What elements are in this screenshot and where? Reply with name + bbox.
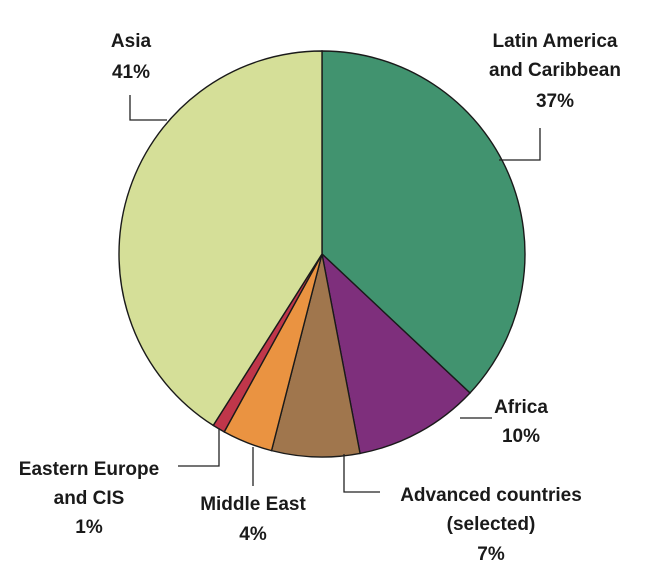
slice-name-label-3-0: Middle East: [200, 494, 306, 515]
slice-name-label-0-0: Latin America: [493, 31, 618, 52]
slice-name-label-2-1: (selected): [447, 514, 536, 535]
slice-labels: Latin America and Caribbean 37% Africa 10% Ad…: [19, 31, 621, 565]
slice-name-label-0-1: and Caribbean: [489, 60, 621, 81]
pie-slices: [118, 50, 526, 458]
slice-name-label-5-0: Asia: [111, 31, 152, 52]
slice-name-label-2-0: Advanced countries: [400, 485, 582, 506]
slice-name-label-4-0: Eastern Europe: [19, 459, 159, 480]
slice-name-label-1-0: Africa: [494, 397, 548, 418]
slice-value-label-2: 7%: [477, 544, 505, 565]
slice-value-label-4: 1%: [75, 517, 103, 538]
leader-line-4: [178, 428, 220, 467]
leader-lines: [129, 95, 541, 493]
leader-line-2: [343, 454, 380, 493]
leader-line-0: [499, 128, 541, 161]
slice-name-label-4-1: and CIS: [54, 488, 125, 509]
pie-slice-0: [321, 50, 526, 394]
slice-value-label-3: 4%: [239, 524, 267, 545]
slice-value-label-5: 41%: [112, 62, 150, 83]
leader-line-5: [129, 95, 167, 121]
slice-value-label-0: 37%: [536, 91, 574, 112]
pie-slice-5: [118, 50, 323, 427]
slice-value-label-1: 10%: [502, 426, 540, 447]
pie-slice-1: [320, 252, 471, 455]
